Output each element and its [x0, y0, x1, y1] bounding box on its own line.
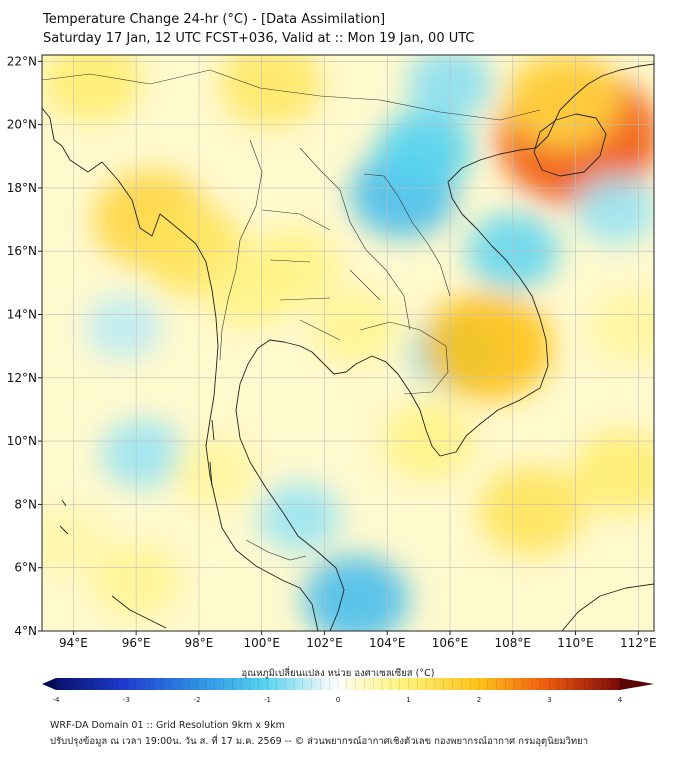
- field-anomaly-blob: [171, 436, 258, 509]
- lon-tick-label: 98°E: [184, 636, 213, 650]
- colorbar-label: อุณหภูมิเปลี่ยนแปลง หน่วย องศาเซลเซียส (…: [241, 668, 435, 679]
- lat-tick-label: 20°N: [7, 118, 37, 132]
- lat-tick-label: 14°N: [7, 308, 37, 322]
- lon-tick-label: 96°E: [122, 636, 151, 650]
- borneo-coast: [561, 583, 654, 631]
- colorbar-tick-label: 4: [618, 696, 623, 704]
- field-anomaly-blob: [376, 109, 473, 190]
- colorbar-gradient: [56, 678, 620, 690]
- gridlines: [42, 55, 654, 631]
- temperature-field: [42, 55, 654, 631]
- lat-tick-label: 4°N: [14, 624, 37, 638]
- field-anomaly-blob: [42, 507, 109, 577]
- field-anomaly-blob: [258, 482, 341, 552]
- lon-tick-label: 94°E: [59, 636, 88, 650]
- field-anomaly-blob: [311, 289, 401, 365]
- gulf-coastline: [235, 63, 654, 631]
- lat-tick-label: 6°N: [14, 561, 37, 575]
- colorbar-tick-label: 2: [477, 696, 481, 704]
- lon-tick-label: 100°E: [243, 636, 280, 650]
- lon-tick-label: 110°E: [557, 636, 594, 650]
- border-malaysia: [245, 539, 307, 561]
- colorbar-tick-label: 0: [336, 696, 340, 704]
- mainland-coastline: [42, 107, 319, 631]
- lat-tick-label: 18°N: [7, 181, 37, 195]
- lat-tick-label: 8°N: [14, 497, 37, 511]
- field-anomaly-blob: [422, 292, 553, 401]
- colorbar-tick-label: 3: [547, 696, 551, 704]
- colorbar-tick-label: -4: [53, 696, 61, 704]
- colorbar-min-arrow: [42, 678, 56, 690]
- colorbar-tick-label: 1: [406, 696, 410, 704]
- country-borders: [42, 69, 541, 561]
- field-anomaly-blob: [219, 55, 323, 127]
- colorbar-ticks: -4 -3 -2 -1 0 1 2 3 4: [53, 678, 623, 704]
- border-cambodia: [359, 321, 449, 395]
- field-anomaly-blob: [575, 175, 654, 245]
- colorbar-tick-label: -3: [123, 696, 130, 704]
- lon-tick-label: 104°E: [369, 636, 406, 650]
- field-anomaly-blob: [572, 431, 654, 515]
- axis-ticks: 94°E 96°E 98°E 100°E 102°E 104°E 106°E 108°E 110…: [7, 54, 657, 650]
- colorbar-max-arrow: [620, 678, 654, 690]
- map-title: Temperature Change 24-hr (°C) - [Data As…: [43, 12, 386, 27]
- lat-tick-label: 10°N: [7, 434, 37, 448]
- lat-tick-label: 22°N: [7, 54, 37, 68]
- colorbar-tick-label: -2: [194, 696, 201, 704]
- lon-tick-label: 112°E: [620, 636, 657, 650]
- map-subtitle: Saturday 17 Jan, 12 UTC FCST+036, Valid …: [43, 31, 475, 46]
- coastlines: [42, 63, 654, 631]
- field-anomaly-blob: [101, 419, 184, 489]
- lon-tick-label: 102°E: [306, 636, 343, 650]
- lon-tick-label: 108°E: [495, 636, 532, 650]
- field-anomaly-blob: [246, 228, 340, 306]
- footer-credit: ปรับปรุงข้อมูล ณ เวลา 19:00น. วัน ส. ที่…: [50, 736, 589, 747]
- andaman-islands: [59, 419, 215, 535]
- field-anomaly-blob: [504, 55, 622, 148]
- field-anomaly-blob: [302, 555, 409, 631]
- border-thailand-laos: [299, 147, 411, 331]
- field-anomaly-blob: [589, 291, 654, 363]
- field-anomaly-blob: [478, 466, 585, 555]
- lat-tick-label: 12°N: [7, 371, 37, 385]
- border-provinces: [261, 209, 381, 341]
- colorbar: -4 -3 -2 -1 0 1 2 3 4: [42, 678, 654, 704]
- footer-model-info: WRF-DA Domain 01 :: Grid Resolution 9km …: [50, 720, 285, 731]
- sumatra-coast: [111, 595, 167, 629]
- lon-tick-label: 106°E: [432, 636, 469, 650]
- field-anomaly-blob: [42, 55, 142, 122]
- plot-frame: [41, 54, 655, 632]
- hainan-island: [533, 113, 607, 177]
- border-china: [42, 69, 541, 121]
- border-myanmar-thailand: [219, 139, 263, 361]
- border-laos-vietnam: [363, 173, 451, 297]
- field-anomaly-blob: [85, 295, 162, 359]
- colorbar-tick-label: -1: [264, 696, 271, 704]
- lat-tick-label: 16°N: [7, 244, 37, 258]
